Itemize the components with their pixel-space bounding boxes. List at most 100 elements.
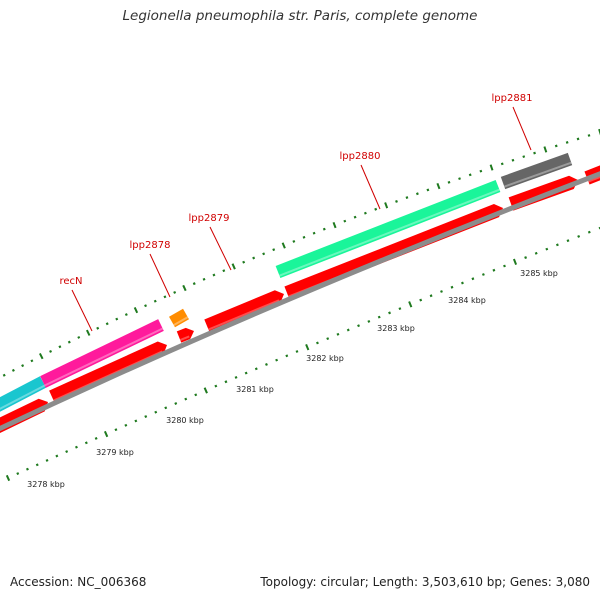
inner-major-tick xyxy=(5,474,11,482)
inner-minor-tick xyxy=(555,243,559,247)
inner-major-tick xyxy=(103,430,109,438)
outer-minor-tick xyxy=(522,155,526,158)
inner-minor-tick xyxy=(65,450,69,454)
outer-minor-tick xyxy=(115,317,119,321)
outer-minor-tick xyxy=(105,322,109,326)
outer-minor-tick xyxy=(353,215,357,219)
inner-minor-tick xyxy=(357,324,361,328)
inner-minor-tick xyxy=(45,458,49,462)
callout-line xyxy=(209,226,232,271)
genome-backbone xyxy=(0,171,600,432)
inner-minor-tick xyxy=(471,277,475,281)
inner-minor-tick xyxy=(264,362,268,366)
gene-feature-lpp2880 xyxy=(275,179,501,279)
outer-minor-tick xyxy=(479,169,483,173)
callout-line xyxy=(71,289,93,332)
inner-minor-tick xyxy=(84,441,88,445)
inner-minor-tick xyxy=(295,350,299,353)
gene-feature-lpp2878 xyxy=(169,308,189,328)
gene-label: lpp2881 xyxy=(492,93,533,104)
outer-minor-tick xyxy=(363,211,367,215)
inner-minor-tick xyxy=(55,454,59,458)
inner-minor-tick xyxy=(134,419,138,423)
inner-minor-tick xyxy=(224,380,228,384)
outer-major-tick xyxy=(598,128,600,136)
outer-major-tick xyxy=(133,306,139,314)
outer-tick-ring xyxy=(2,128,600,377)
outer-minor-tick xyxy=(163,295,167,299)
outer-minor-tick xyxy=(67,340,71,344)
inner-minor-tick xyxy=(419,298,423,302)
outer-minor-tick xyxy=(222,269,226,273)
inner-minor-tick xyxy=(184,397,188,401)
gene-label: lpp2878 xyxy=(130,240,171,251)
inner-minor-tick xyxy=(566,239,570,243)
inner-minor-tick xyxy=(154,410,158,414)
outer-major-tick xyxy=(39,352,44,360)
inner-major-tick xyxy=(512,258,518,265)
outer-minor-tick xyxy=(322,227,326,231)
inner-minor-tick xyxy=(275,358,279,362)
inner-minor-tick xyxy=(114,428,118,432)
outer-major-tick xyxy=(281,242,286,249)
inner-minor-tick xyxy=(450,285,454,289)
outer-major-tick xyxy=(489,164,494,171)
outer-minor-tick xyxy=(312,231,316,235)
outer-minor-tick xyxy=(415,192,419,196)
inner-minor-tick xyxy=(481,273,485,276)
inner-minor-tick xyxy=(377,315,381,319)
outer-minor-tick xyxy=(202,277,206,281)
cds-arrow xyxy=(49,341,167,404)
inner-minor-tick xyxy=(194,393,198,397)
outer-minor-tick xyxy=(554,144,558,148)
outer-minor-tick xyxy=(173,290,177,294)
inner-minor-tick xyxy=(460,281,464,285)
gene-label: lpp2880 xyxy=(340,151,381,162)
gene-feature-lpp2881 xyxy=(500,152,573,190)
inner-minor-tick xyxy=(326,337,330,341)
outer-minor-tick xyxy=(576,137,580,141)
inner-minor-tick xyxy=(503,264,506,268)
outer-minor-tick xyxy=(2,373,6,377)
outer-minor-tick xyxy=(212,273,216,277)
inner-minor-tick xyxy=(244,371,248,375)
outer-minor-tick xyxy=(58,345,62,349)
inner-major-tick xyxy=(408,301,413,308)
inner-minor-tick xyxy=(74,445,78,449)
cds-track xyxy=(0,165,600,433)
accession-text: Accession: NC_006368 xyxy=(10,575,147,589)
outer-minor-tick xyxy=(302,235,306,239)
gene-label: recN xyxy=(59,276,82,287)
outer-minor-tick xyxy=(395,200,398,203)
inner-minor-tick xyxy=(587,230,591,234)
outer-minor-tick xyxy=(511,158,515,162)
inner-minor-tick xyxy=(234,375,238,379)
inner-minor-tick xyxy=(144,415,148,419)
outer-minor-tick xyxy=(565,141,569,144)
outer-minor-tick xyxy=(533,151,536,155)
inner-minor-tick xyxy=(174,402,178,405)
outer-minor-tick xyxy=(272,248,276,252)
outer-minor-tick xyxy=(587,134,591,137)
gene-feature-cyan xyxy=(0,376,47,412)
kbp-label: 3284 kbp xyxy=(448,296,486,305)
inner-minor-tick xyxy=(254,367,258,371)
outer-minor-tick xyxy=(11,368,15,372)
outer-major-tick xyxy=(384,202,389,209)
outer-major-tick xyxy=(436,182,441,190)
outer-minor-tick xyxy=(96,326,100,330)
outer-minor-tick xyxy=(49,349,53,353)
outer-minor-tick xyxy=(153,299,157,303)
inner-minor-tick xyxy=(367,319,371,323)
inner-minor-tick xyxy=(492,268,496,272)
kbp-label: 3278 kbp xyxy=(27,480,65,489)
outer-minor-tick xyxy=(192,282,196,286)
outer-minor-tick xyxy=(292,239,296,243)
inner-minor-tick xyxy=(25,467,29,471)
kbp-label: 3283 kbp xyxy=(377,324,415,333)
cds-arrow xyxy=(204,290,284,333)
outer-minor-tick xyxy=(500,162,504,166)
kbp-label: 3281 kbp xyxy=(236,385,274,394)
kbp-label: 3280 kbp xyxy=(166,416,204,425)
outer-minor-tick xyxy=(242,260,246,264)
